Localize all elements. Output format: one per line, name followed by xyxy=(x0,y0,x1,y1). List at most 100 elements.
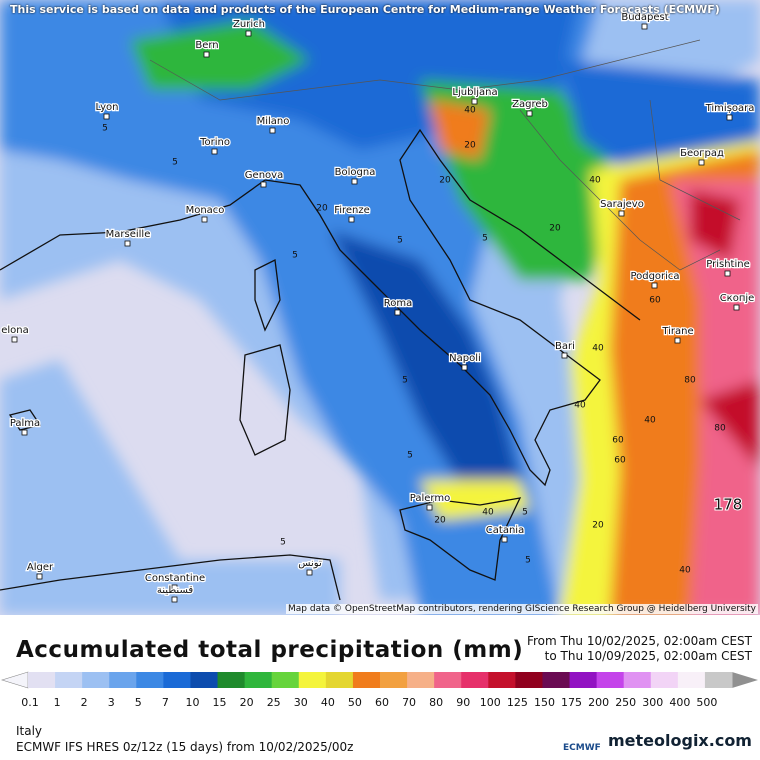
contour-label: 80 xyxy=(684,376,696,386)
contour-label: 5 xyxy=(292,251,298,261)
city-marker xyxy=(733,304,740,311)
city-marker xyxy=(260,181,267,188)
colorbar-swatch xyxy=(569,672,598,688)
contour-label: 60 xyxy=(649,296,661,306)
colorbar-swatch xyxy=(650,672,679,688)
city-label: Napoli xyxy=(449,353,481,364)
city-label: Monaco xyxy=(186,205,225,216)
colorbar-swatch xyxy=(677,672,706,688)
city-label: Constantine xyxy=(145,573,205,584)
colorbar-swatch xyxy=(109,672,137,688)
city-label: Milano xyxy=(257,116,290,127)
city-label: Palma xyxy=(10,418,40,429)
colorbar-label: 200 xyxy=(588,696,609,709)
city-marker xyxy=(103,113,110,120)
colorbar-label: 100 xyxy=(480,696,501,709)
ecmwf-logo: ECMWF xyxy=(563,743,601,753)
meteologix-logo: meteologix.com xyxy=(608,731,752,750)
colorbar-label: 150 xyxy=(534,696,555,709)
city-label: Palermo xyxy=(410,493,450,504)
city-marker xyxy=(306,569,313,576)
city-label: Budapest xyxy=(621,12,668,23)
contour-label: 20 xyxy=(592,521,604,531)
city-marker xyxy=(526,110,533,117)
city-marker xyxy=(501,536,508,543)
city-marker xyxy=(618,210,625,217)
colorbar-label: 15 xyxy=(213,696,227,709)
colorbar-label: 500 xyxy=(696,696,717,709)
city-marker xyxy=(124,240,131,247)
contour-label: 60 xyxy=(614,456,626,466)
colorbar-label: 300 xyxy=(642,696,663,709)
city-marker xyxy=(11,336,18,343)
colorbar-arrow-left xyxy=(0,671,29,689)
city-marker xyxy=(351,178,358,185)
contour-label: 20 xyxy=(464,141,476,151)
model: ECMWF IFS HRES 0z/12z (15 days) from 10/… xyxy=(16,740,354,754)
city-label: Timișoara xyxy=(705,103,755,114)
city-label: قسنطينة xyxy=(157,585,194,596)
attribution: Map data © OpenStreetMap contributors, r… xyxy=(286,604,758,614)
region: Italy xyxy=(16,724,43,738)
city-marker xyxy=(269,127,276,134)
contour-label: 5 xyxy=(525,556,531,566)
city-marker xyxy=(651,282,658,289)
city-label: Ljubljana xyxy=(452,87,497,98)
city-label: Bari xyxy=(555,341,575,352)
city-label: Tirane xyxy=(661,326,693,337)
contour-label: 20 xyxy=(316,204,328,214)
colorbar-label: 175 xyxy=(561,696,582,709)
city-label: Catania xyxy=(486,525,524,536)
city-label: Roma xyxy=(384,298,413,309)
city-marker xyxy=(698,159,705,166)
city-marker xyxy=(726,114,733,121)
map: Bern Zurich Budapest Lyon Milano Ljubljana Zag… xyxy=(0,0,760,615)
contour-label: 5 xyxy=(280,538,286,548)
colorbar-swatch xyxy=(596,672,625,688)
colorbar-label: 250 xyxy=(615,696,636,709)
period-from: From Thu 10/02/2025, 02:00am CEST xyxy=(526,634,752,648)
period-to: to Thu 10/09/2025, 02:00am CEST xyxy=(544,649,752,663)
colorbar-label: 1 xyxy=(54,696,61,709)
city-label: Београд xyxy=(680,148,724,159)
colorbar: 0.1 1 2 3 5 7 10 15 20 25 30 40 50 60 70 80 90 100 125 150 1… xyxy=(0,671,758,709)
city-label: Lyon xyxy=(95,102,118,113)
contour-label: 40 xyxy=(679,566,691,576)
contour-label: 40 xyxy=(464,106,476,116)
colorbar-label: 30 xyxy=(294,696,308,709)
city-marker xyxy=(724,270,731,277)
city-label: Bern xyxy=(195,40,218,51)
contour-label: 178 xyxy=(714,496,743,514)
city-label: تونس xyxy=(298,558,322,569)
colorbar-label: 70 xyxy=(402,696,416,709)
colorbar-label: 50 xyxy=(348,696,362,709)
colorbar-swatch xyxy=(28,672,56,688)
city-label: Bologna xyxy=(335,167,376,178)
colorbar-swatch xyxy=(55,672,83,688)
colorbar-arrow-right xyxy=(732,672,758,688)
contour-label: 5 xyxy=(102,124,108,134)
contour-label: 5 xyxy=(482,234,488,244)
contour-label: 5 xyxy=(522,508,528,518)
colorbar-swatch xyxy=(217,672,246,688)
contour-label: 5 xyxy=(402,376,408,386)
city-label: Zagreb xyxy=(512,99,548,110)
city-marker xyxy=(561,352,568,359)
city-marker xyxy=(171,596,178,603)
city-label: Podgorica xyxy=(630,271,679,282)
colorbar-label: 40 xyxy=(321,696,335,709)
colorbar-swatch xyxy=(542,672,571,688)
city-label: Sarajevo xyxy=(600,199,644,210)
contour-label: 20 xyxy=(549,224,561,234)
colorbar-swatch xyxy=(271,672,300,688)
colorbar-swatch xyxy=(704,672,733,688)
colorbar-label: 10 xyxy=(185,696,199,709)
city-marker xyxy=(21,429,28,436)
colorbar-label: 7 xyxy=(162,696,169,709)
title: Accumulated total precipitation (mm) xyxy=(16,637,524,663)
city-marker xyxy=(461,364,468,371)
contour-label: 40 xyxy=(592,344,604,354)
colorbar-swatch xyxy=(82,672,110,688)
city-label: Prishtine xyxy=(706,259,749,270)
